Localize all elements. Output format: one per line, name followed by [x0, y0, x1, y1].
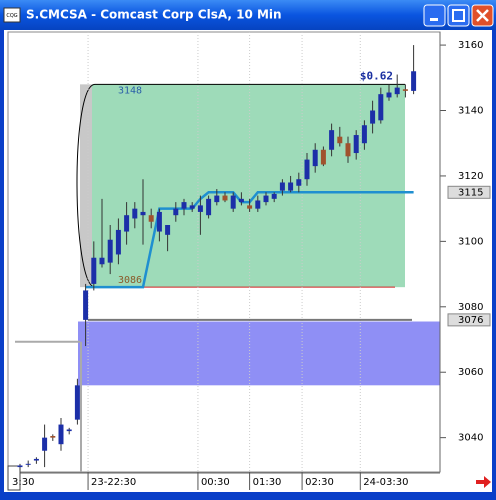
candle-body	[181, 202, 187, 209]
marker-box	[447, 313, 491, 327]
candle-body	[353, 135, 359, 154]
candle-body	[66, 429, 72, 432]
candle-body	[402, 89, 408, 91]
title-bar	[0, 0, 496, 30]
plot: 3148 3086 $0.62 3:30 23-22:30 00:30 01:30 02:30…	[12, 32, 491, 490]
x-tick-label: 24-03:30	[363, 477, 408, 488]
candle-body	[263, 195, 269, 203]
range-bottom-label: 3086	[118, 275, 142, 286]
y-tick-label: 3140	[458, 106, 483, 117]
candle-body	[107, 239, 113, 263]
candle-body	[411, 71, 417, 91]
candle-body	[288, 182, 294, 191]
x-tick-label: 00:30	[201, 477, 230, 488]
candle-body	[361, 125, 367, 144]
y-tick-label: 3080	[458, 302, 483, 313]
marker-label: 3115	[458, 187, 483, 198]
marker-label: 3076	[458, 315, 483, 326]
candle-body	[165, 225, 171, 235]
close-icon	[476, 9, 489, 22]
candle-body	[304, 159, 310, 180]
candle-body	[312, 149, 318, 167]
x-tick-label: 02:30	[305, 477, 334, 488]
range-top-label: 3148	[118, 85, 142, 96]
candle-body	[140, 211, 146, 216]
candle-body	[329, 130, 335, 150]
candle-body	[42, 437, 48, 451]
y-tick-label: 3160	[458, 40, 483, 51]
candle-body	[33, 458, 39, 461]
x-tick-label: 23-22:30	[91, 477, 136, 488]
y-tick-label: 3100	[458, 236, 483, 247]
candle-body	[99, 257, 105, 265]
minimize-icon	[430, 18, 438, 21]
y-tick-label: 3040	[458, 433, 483, 444]
candle-body	[386, 92, 392, 98]
app-icon-text: CQG	[6, 13, 17, 19]
window-buttons	[423, 4, 494, 27]
x-tick-label: 3:30	[12, 477, 34, 488]
candle-body	[17, 465, 23, 468]
change-label: $0.62	[360, 69, 393, 82]
range-arc	[76, 83, 96, 288]
y-tick-label: 3120	[458, 171, 483, 182]
range-box-shadow	[80, 84, 94, 288]
candle-body	[214, 195, 220, 203]
candle-body	[394, 87, 400, 95]
window-title: S.CMCSA - Comcast Corp ClsA, 10 Min	[26, 8, 282, 22]
maximize-button[interactable]	[447, 4, 470, 27]
candle-body	[320, 149, 326, 165]
minimize-button[interactable]	[423, 4, 446, 27]
candle-body	[25, 463, 31, 465]
candle-body	[222, 195, 228, 201]
candle-body	[156, 211, 162, 232]
scroll-arrow[interactable]	[476, 476, 491, 488]
candle-body	[173, 208, 179, 216]
maximize-icon	[452, 9, 465, 22]
app-icon	[3, 7, 21, 23]
candle-body	[378, 94, 384, 121]
marker-box	[447, 185, 491, 199]
candle-body	[197, 205, 203, 212]
candle-body	[337, 136, 343, 144]
candle-body	[50, 436, 56, 438]
candle-body	[247, 205, 253, 209]
candle-body	[255, 200, 261, 209]
candle-body	[279, 182, 285, 191]
candle-body	[115, 229, 121, 255]
candle-body	[148, 215, 154, 222]
candle-body	[74, 385, 80, 420]
candle-body	[238, 198, 244, 203]
zone	[78, 321, 440, 386]
scroll-box[interactable]	[7, 465, 21, 491]
candle-body	[132, 208, 138, 219]
candle-body	[124, 215, 130, 232]
candle-body	[58, 424, 64, 445]
candle-body	[370, 110, 376, 124]
y-tick-label: 3060	[458, 367, 483, 378]
range-box	[92, 84, 405, 288]
candle-body	[296, 179, 302, 186]
candle-body	[230, 195, 236, 209]
candle-body	[206, 198, 212, 216]
x-tick-label: 01:30	[253, 477, 282, 488]
candle-body	[345, 143, 351, 157]
candle-body	[91, 257, 97, 284]
candle-body	[83, 290, 89, 320]
candle-body	[189, 205, 195, 209]
candle-body	[271, 193, 277, 199]
